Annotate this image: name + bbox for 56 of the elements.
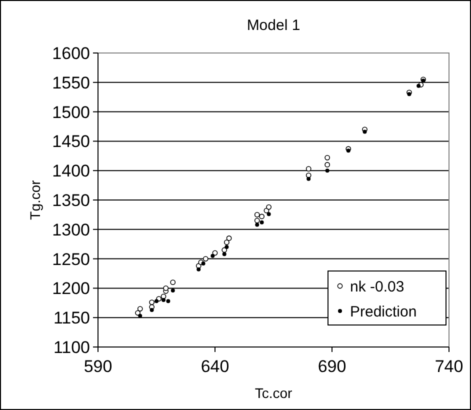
- point: [416, 84, 421, 88]
- point: [346, 148, 350, 153]
- point: [150, 308, 154, 312]
- point: [255, 222, 260, 227]
- legend-label: nk -0.03: [350, 278, 404, 296]
- point: [259, 214, 264, 220]
- y-tick-label: 1400: [52, 162, 90, 181]
- y-tick-label: 1200: [52, 279, 90, 298]
- point: [135, 310, 140, 316]
- x-tick-label: 740: [434, 357, 464, 376]
- point: [201, 262, 206, 266]
- point: [154, 299, 158, 304]
- chart-title: Model 1: [246, 17, 300, 34]
- point: [196, 267, 201, 272]
- y-axis-title: Tg.cor: [27, 180, 43, 220]
- point: [149, 300, 155, 306]
- y-tick-label: 1600: [52, 44, 90, 63]
- y-tick-label: 1100: [53, 338, 90, 357]
- point: [170, 280, 176, 286]
- y-tick-label: 1500: [52, 102, 90, 122]
- y-tick-label: 1150: [53, 308, 90, 328]
- point: [166, 299, 170, 304]
- point: [260, 220, 264, 224]
- point: [266, 204, 272, 210]
- x-tick-label: 690: [318, 357, 346, 376]
- point: [138, 314, 142, 318]
- x-axis-title: Tc.cor: [254, 385, 293, 401]
- point: [212, 250, 218, 256]
- point: [306, 166, 312, 172]
- point: [266, 212, 271, 216]
- y-tick-label: 1450: [52, 132, 90, 152]
- point: [224, 245, 229, 250]
- y-tick-label: 1300: [52, 220, 90, 240]
- y-tick-label: 1550: [52, 73, 90, 92]
- point: [362, 130, 367, 134]
- point: [210, 254, 215, 258]
- point: [222, 252, 226, 256]
- point: [170, 288, 175, 293]
- point: [224, 240, 230, 246]
- point: [226, 236, 232, 241]
- point: [162, 298, 166, 302]
- point: [324, 154, 330, 160]
- legend-label: Prediction: [350, 303, 417, 320]
- point: [254, 218, 260, 224]
- x-tick-label: 590: [84, 357, 112, 376]
- point: [163, 286, 169, 291]
- point: [254, 212, 260, 218]
- x-tick-label: 640: [200, 357, 230, 376]
- y-tick-label: 1250: [52, 250, 90, 269]
- y-tick-label: 1350: [52, 190, 90, 210]
- point: [325, 168, 330, 173]
- point: [202, 256, 208, 262]
- point: [137, 306, 143, 312]
- point: [306, 176, 311, 181]
- point: [407, 92, 412, 96]
- point: [324, 162, 330, 168]
